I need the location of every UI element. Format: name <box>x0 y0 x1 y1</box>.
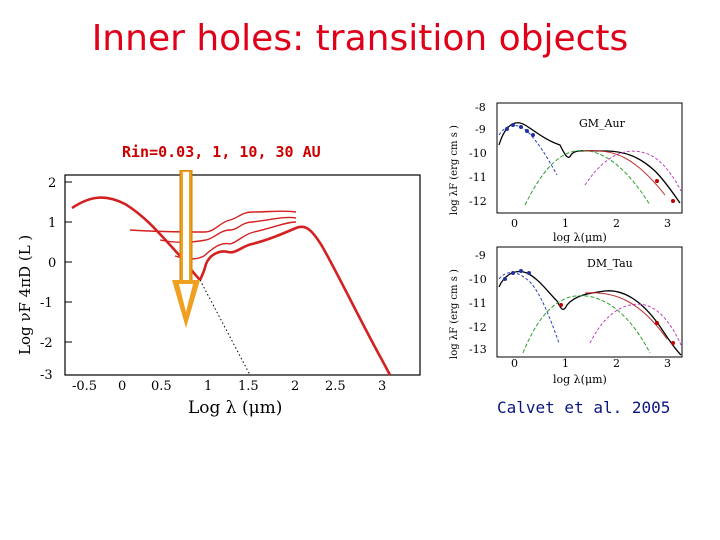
gm-points <box>505 123 535 137</box>
gm-xticks: 0 1 2 3 <box>511 217 671 230</box>
gm-xtick: 2 <box>613 217 620 230</box>
xtick-05: 0.5 <box>151 379 172 394</box>
x-ticks: -0.5 0 0.5 1 1.5 2 2.5 3 <box>72 379 386 394</box>
ytick-1: 1 <box>48 216 56 231</box>
gm-red-points <box>655 179 675 203</box>
dm-xtick: 2 <box>613 357 620 370</box>
arrow-inner <box>183 172 189 280</box>
dm-ytick: -10 <box>469 273 487 286</box>
dm-curves <box>498 270 682 356</box>
dm-ytick: -11 <box>469 297 487 310</box>
ytick-2: 2 <box>48 176 56 191</box>
citation: Calvet et al. 2005 <box>497 398 671 417</box>
xtick-15: 1.5 <box>238 379 259 394</box>
dm-red-points <box>559 303 675 345</box>
ytick-0: 0 <box>48 256 56 271</box>
dm-xtick: 3 <box>664 357 671 370</box>
dm-xticks: 0 1 2 3 <box>511 357 671 370</box>
gm-xlabel: log λ(μm) <box>553 231 607 243</box>
gm-xtick: 0 <box>511 217 518 230</box>
panel-frame <box>496 102 683 214</box>
panel-bg <box>435 95 687 243</box>
x-axis-label: Log λ (μm) <box>188 398 282 418</box>
main-sed-plot: 2 1 0 -1 -2 -3 -0.5 0 0.5 1 1.5 2 2.5 3 … <box>16 174 421 418</box>
ytick-m3: -3 <box>40 368 53 383</box>
rin-arrow <box>172 170 200 328</box>
dm-xtick: 1 <box>562 357 569 370</box>
gm-xtick: 1 <box>562 217 569 230</box>
gm-ytick: -8 <box>475 101 486 114</box>
dm-ytick: -9 <box>475 249 486 262</box>
dm-yticks: -9 -10 -11 -12 -13 <box>469 249 487 356</box>
gm-ytick: -11 <box>469 171 487 184</box>
gm-ytick: -10 <box>469 147 487 160</box>
slide-title: Inner holes: transition objects <box>91 18 629 59</box>
xtick-m05: -0.5 <box>72 379 97 394</box>
dm-ytick: -12 <box>469 321 487 334</box>
y-axis-label: Log νF 4πD (L ) <box>16 235 34 355</box>
panel-frame <box>496 246 683 358</box>
dm-label: DM_Tau <box>587 257 633 270</box>
gm-yticks: -8 -9 -10 -11 -12 <box>469 101 487 208</box>
gm-xtick: 3 <box>664 217 671 230</box>
dm-ylabel: log λF (erg cm s ) <box>449 269 460 359</box>
panel-bg <box>435 243 687 389</box>
dm-tau-panel: DM_Tau -9 -10 -11 -12 -13 0 1 2 3 log λ(… <box>435 243 687 389</box>
arrow-head-inner <box>179 284 193 312</box>
dm-points <box>503 269 531 281</box>
gm-aur-panel: GM_Aur -8 -9 -10 -11 -12 0 1 2 3 log λ(μ… <box>435 95 687 243</box>
xtick-25: 2.5 <box>325 379 346 394</box>
gm-ylabel: log λF (erg cm s ) <box>449 125 460 215</box>
gm-ytick: -12 <box>469 195 487 208</box>
xtick-3: 3 <box>378 379 386 394</box>
ytick-m1: -1 <box>40 296 53 311</box>
dm-xlabel: log λ(μm) <box>553 373 607 386</box>
sed-curves <box>71 196 392 376</box>
y-ticks: 2 1 0 -1 -2 -3 <box>40 176 72 383</box>
xtick-0: 0 <box>118 379 126 394</box>
xtick-2: 2 <box>291 379 299 394</box>
plot-frame <box>64 174 421 376</box>
dm-xtick: 0 <box>511 357 518 370</box>
gm-ytick: -9 <box>475 123 486 136</box>
ytick-m2: -2 <box>40 336 53 351</box>
xtick-1: 1 <box>204 379 212 394</box>
rin-label: Rin=0.03, 1, 10, 30 AU <box>122 143 321 161</box>
photosphere-line <box>199 279 251 376</box>
dm-ytick: -13 <box>469 343 487 356</box>
outer-disk-curve <box>198 225 392 376</box>
gm-label: GM_Aur <box>579 117 626 130</box>
